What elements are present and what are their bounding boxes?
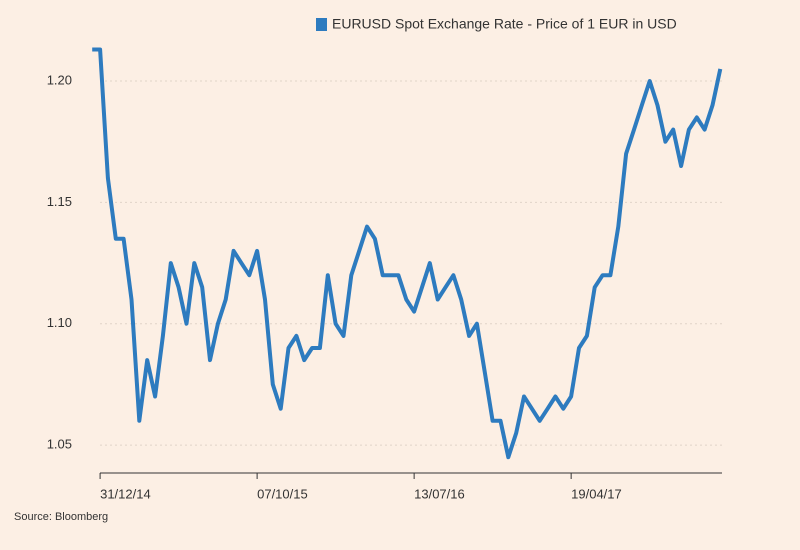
legend-swatch <box>316 18 327 31</box>
y-tick-label: 1.10 <box>47 315 72 330</box>
y-tick-label: 1.20 <box>47 72 72 87</box>
x-tick-label: 07/10/15 <box>257 486 308 501</box>
x-tick-label: 31/12/14 <box>100 486 151 501</box>
y-tick-label: 1.15 <box>47 194 72 209</box>
y-tick-label: 1.05 <box>47 437 72 452</box>
x-tick-label: 19/04/17 <box>571 486 622 501</box>
legend-label: EURUSD Spot Exchange Rate - Price of 1 E… <box>332 16 677 32</box>
x-tick-label: 13/07/16 <box>414 486 465 501</box>
source-note: Source: Bloomberg <box>14 511 108 523</box>
series-line <box>92 47 723 460</box>
